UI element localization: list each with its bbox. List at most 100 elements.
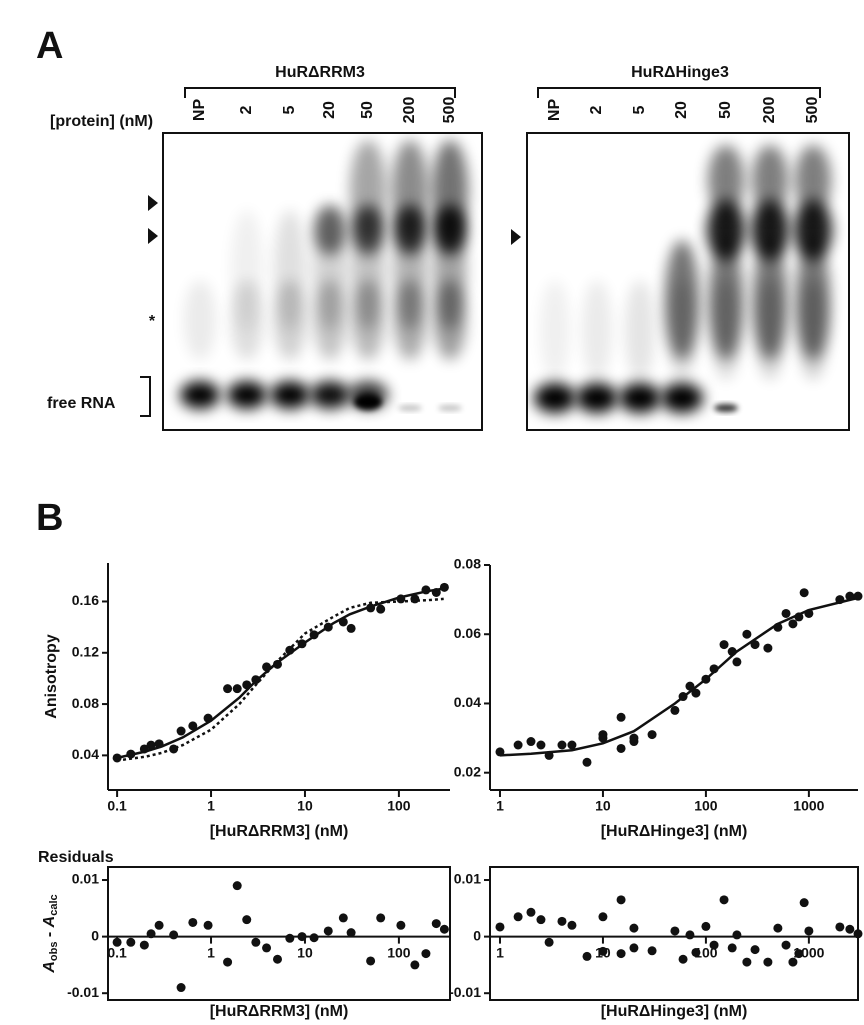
x-axis-label: [HuRΔHinge3] (nM) [601, 823, 748, 840]
data-point [742, 957, 752, 967]
y-tick-label: 0.12 [72, 643, 99, 659]
protein-label: [protein] (nM) [50, 113, 153, 130]
data-point [557, 916, 567, 926]
data-point [709, 940, 719, 950]
data-point [804, 926, 814, 936]
data-point [719, 895, 729, 905]
data-point [396, 920, 406, 930]
data-point [678, 692, 688, 702]
label-part: A [41, 961, 58, 974]
gel-band [714, 404, 738, 412]
data-point [223, 684, 233, 694]
data-point [544, 937, 554, 947]
data-point [701, 674, 711, 684]
data-point [835, 922, 845, 932]
gel-frame [526, 132, 850, 431]
data-point [188, 917, 198, 927]
data-point [794, 949, 804, 959]
data-point [146, 929, 156, 939]
bracket [184, 87, 456, 98]
data-point [616, 712, 626, 722]
data-point [338, 913, 348, 923]
star-label: * [149, 313, 156, 330]
x-tick-label: 100 [694, 798, 718, 814]
data-point [557, 740, 567, 750]
y-tick-label: 0 [91, 927, 99, 943]
gel-band [625, 280, 655, 380]
y-tick-label: 0.02 [454, 763, 481, 779]
data-point [616, 743, 626, 753]
lane-label: NP [546, 99, 563, 122]
data-point [781, 940, 791, 950]
x-axis-label: [HuRΔHinge3] (nM) [601, 1003, 748, 1020]
data-point [346, 928, 356, 938]
gel-band [708, 145, 744, 215]
data-point [396, 594, 406, 604]
data-point [126, 749, 136, 759]
data-point [804, 608, 814, 618]
x-tick-label: 100 [387, 798, 411, 814]
data-point [232, 684, 242, 694]
data-point [526, 737, 536, 747]
data-point [495, 922, 505, 932]
data-point [169, 744, 179, 754]
data-point [188, 721, 198, 731]
gel-image [163, 133, 482, 430]
lane-label: 200 [761, 97, 778, 124]
data-point [146, 740, 156, 750]
data-point [285, 645, 295, 655]
data-point [544, 750, 554, 760]
data-point [678, 954, 688, 964]
y-tick-label: 0.01 [72, 871, 99, 887]
data-point [727, 943, 737, 953]
data-point [431, 587, 441, 597]
data-point [366, 603, 376, 613]
data-point [853, 591, 863, 601]
x-tick-label: 1 [496, 944, 504, 960]
y-tick-label: 0.04 [454, 694, 481, 710]
fit-line [116, 597, 444, 762]
lane-label: 2 [238, 105, 255, 114]
data-point [763, 957, 773, 967]
bracket [537, 87, 821, 98]
data-point [242, 915, 252, 925]
gel-band [665, 240, 699, 360]
x-axis-label: [HuRΔRRM3] (nM) [210, 1003, 349, 1020]
gel-title: HuRΔHinge3 [631, 64, 729, 81]
gel-band [438, 405, 462, 411]
bracket [140, 376, 151, 417]
gel-band [619, 383, 661, 413]
data-point [732, 930, 742, 940]
data-point [685, 681, 695, 691]
data-point [616, 949, 626, 959]
data-point [629, 943, 639, 953]
data-point [112, 937, 122, 947]
gel-band [534, 383, 576, 413]
gel-frame [162, 132, 483, 431]
gel-band [661, 383, 703, 413]
data-point [154, 920, 164, 930]
data-point [709, 664, 719, 674]
data-point [338, 617, 348, 627]
gel-image [527, 133, 849, 430]
data-point [495, 747, 505, 757]
x-tick-label: 1 [496, 798, 504, 814]
data-point [223, 957, 233, 967]
data-point [376, 913, 386, 923]
data-point [439, 924, 449, 934]
data-point [309, 630, 319, 640]
gel-band [752, 145, 788, 215]
data-point [616, 895, 626, 905]
y-tick-label: 0.08 [72, 695, 99, 711]
lane-label: 5 [631, 105, 648, 114]
gel-band [184, 280, 216, 360]
data-point [582, 757, 592, 767]
data-point [323, 926, 333, 936]
data-point [513, 912, 523, 922]
data-point [251, 937, 261, 947]
data-point [169, 930, 179, 940]
gel-band [576, 383, 618, 413]
data-point [750, 640, 760, 650]
y-tick-label: 0 [473, 927, 481, 943]
gel-band [794, 200, 832, 260]
